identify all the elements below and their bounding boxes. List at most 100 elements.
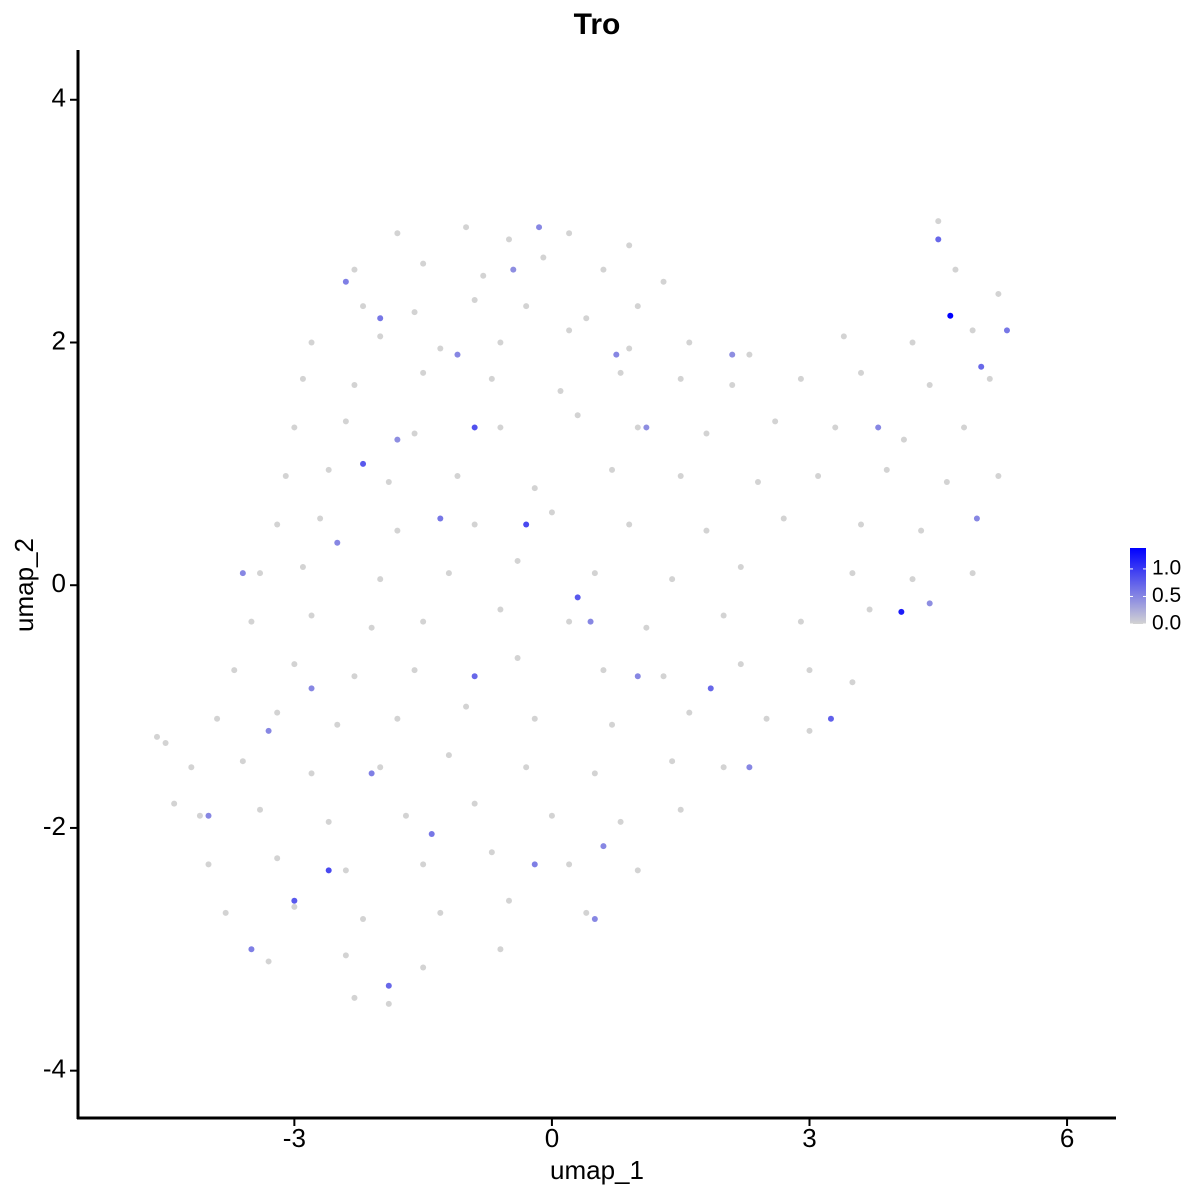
point (566, 327, 573, 334)
point (617, 369, 624, 376)
point (291, 903, 298, 910)
point (308, 612, 315, 619)
point (677, 806, 684, 813)
point (162, 739, 169, 746)
point (282, 472, 289, 479)
point (274, 855, 281, 862)
point (969, 327, 976, 334)
point (420, 964, 427, 971)
point (497, 946, 504, 953)
point (918, 527, 925, 534)
point (411, 430, 418, 437)
point (566, 230, 573, 237)
point (952, 266, 959, 273)
point (763, 715, 770, 722)
point (754, 479, 761, 486)
x-tick-label: 0 (545, 1123, 559, 1153)
point (454, 472, 461, 479)
point (274, 709, 281, 716)
point (471, 673, 478, 680)
point (265, 727, 272, 734)
point (420, 618, 427, 625)
point (926, 381, 933, 388)
y-tick-label: 4 (52, 83, 66, 113)
point (463, 224, 470, 231)
point (969, 570, 976, 577)
point (351, 994, 358, 1001)
point (394, 527, 401, 534)
point (832, 424, 839, 431)
point (883, 466, 890, 473)
point (591, 570, 598, 577)
point (377, 576, 384, 583)
point (720, 612, 727, 619)
point (153, 733, 160, 740)
point (523, 764, 530, 771)
point (480, 272, 487, 279)
point (827, 715, 834, 722)
point (548, 509, 555, 516)
point (613, 351, 620, 358)
point (986, 375, 993, 382)
point (505, 236, 512, 243)
point (634, 867, 641, 874)
y-axis-label: umap_2 (9, 538, 39, 632)
point (265, 958, 272, 965)
point (377, 764, 384, 771)
point (1003, 327, 1010, 334)
point (325, 867, 332, 874)
point (591, 770, 598, 777)
point (523, 521, 530, 528)
point (368, 624, 375, 631)
point (961, 424, 968, 431)
point (737, 564, 744, 571)
point (536, 224, 543, 231)
point (840, 333, 847, 340)
point (308, 685, 315, 692)
point (943, 479, 950, 486)
point (411, 309, 418, 316)
point (394, 230, 401, 237)
point (634, 424, 641, 431)
point (626, 242, 633, 249)
point (205, 861, 212, 868)
point (815, 472, 822, 479)
point (420, 260, 427, 267)
point (566, 618, 573, 625)
point (514, 557, 521, 564)
point (248, 618, 255, 625)
point (514, 655, 521, 662)
point (239, 570, 246, 577)
point (171, 800, 178, 807)
point (858, 369, 865, 376)
point (188, 764, 195, 771)
point (437, 515, 444, 522)
point (257, 570, 264, 577)
point (222, 909, 229, 916)
point (471, 424, 478, 431)
point (806, 727, 813, 734)
point (342, 867, 349, 874)
y-tick-label: 0 (52, 568, 66, 598)
point (385, 1000, 392, 1007)
point (626, 521, 633, 528)
point (540, 254, 547, 261)
point (377, 315, 384, 322)
point (583, 909, 590, 916)
point (334, 721, 341, 728)
point (445, 752, 452, 759)
point (471, 297, 478, 304)
y-tick-label: 2 (52, 325, 66, 355)
point (437, 909, 444, 916)
point (947, 312, 954, 319)
point (875, 424, 882, 431)
point (454, 351, 461, 358)
point (394, 715, 401, 722)
colorbar (1130, 548, 1146, 624)
colorbar-label: 1.0 (1152, 556, 1181, 579)
point (325, 466, 332, 473)
point (797, 375, 804, 382)
point (510, 266, 517, 273)
point (368, 770, 375, 777)
point (488, 375, 495, 382)
